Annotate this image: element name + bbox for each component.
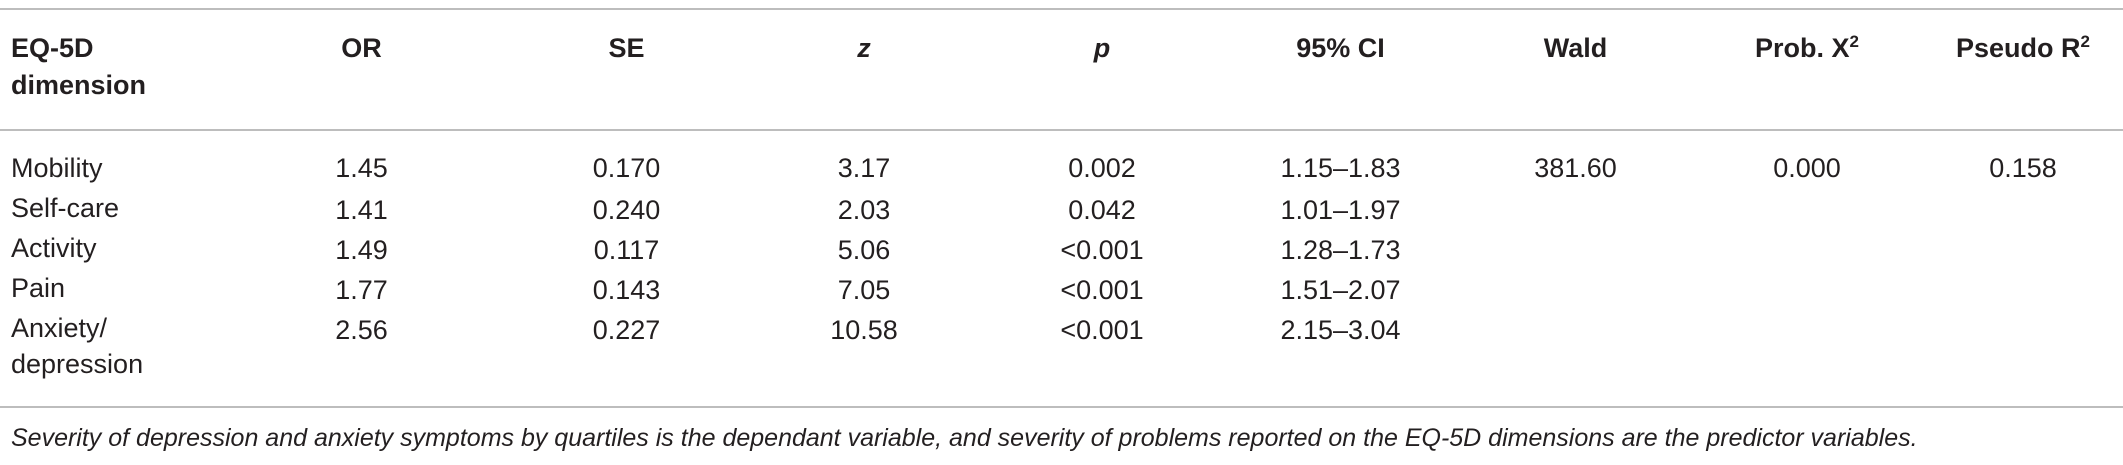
header-p: p <box>1093 33 1111 63</box>
cell-p: <0.001 <box>1060 235 1144 265</box>
cell-prob <box>1691 310 1923 382</box>
cell-ci: 1.15–1.83 <box>1280 153 1401 183</box>
cell-p: <0.001 <box>1060 275 1144 305</box>
cell-dimension: Mobility <box>11 153 103 183</box>
cell-wald <box>1460 310 1691 382</box>
cell-r2 <box>1923 190 2123 230</box>
table-body: Mobility 1.45 0.170 3.17 0.002 1.15–1.83… <box>0 129 2123 382</box>
cell-r2 <box>1923 270 2123 310</box>
cell-or: 1.77 <box>335 275 388 305</box>
cell-dimension: Anxiety/ depression <box>11 313 144 379</box>
cell-se: 0.227 <box>592 315 661 345</box>
regression-table: EQ-5D dimension OR SE z p 95% CI Wald Pr… <box>0 10 2123 382</box>
header-or: OR <box>341 33 382 63</box>
header-wald: Wald <box>1543 33 1608 63</box>
table-row: Pain 1.77 0.143 7.05 <0.001 1.51–2.07 <box>0 270 2123 310</box>
header-prob-chi2: Prob. X2 <box>1755 32 1859 63</box>
cell-ci: 1.28–1.73 <box>1280 235 1401 265</box>
cell-ci: 1.01–1.97 <box>1280 195 1401 225</box>
header-dimension: EQ-5D dimension <box>11 33 147 100</box>
cell-or: 1.41 <box>335 195 388 225</box>
cell-prob: 0.000 <box>1773 153 1841 183</box>
cell-prob <box>1691 270 1923 310</box>
cell-p: <0.001 <box>1060 315 1144 345</box>
cell-se: 0.240 <box>592 195 661 225</box>
cell-wald: 381.60 <box>1534 153 1617 183</box>
table-bottom-rule <box>0 406 2123 408</box>
table-header: EQ-5D dimension OR SE z p 95% CI Wald Pr… <box>0 10 2123 129</box>
table-row: Mobility 1.45 0.170 3.17 0.002 1.15–1.83… <box>0 129 2123 190</box>
cell-or: 2.56 <box>335 315 388 345</box>
cell-z: 10.58 <box>830 315 898 345</box>
cell-p: 0.002 <box>1068 153 1136 183</box>
cell-se: 0.170 <box>592 153 661 183</box>
cell-prob <box>1691 190 1923 230</box>
header-se: SE <box>608 33 645 63</box>
table-row: Anxiety/ depression 2.56 0.227 10.58 <0.… <box>0 310 2123 382</box>
cell-p: 0.042 <box>1068 195 1136 225</box>
cell-z: 7.05 <box>837 275 891 305</box>
cell-r2 <box>1923 310 2123 382</box>
cell-wald <box>1460 230 1691 270</box>
cell-dimension: Pain <box>11 273 66 303</box>
header-z: z <box>857 33 871 63</box>
cell-z: 2.03 <box>837 195 891 225</box>
table-top-rule <box>0 8 2123 10</box>
cell-r2 <box>1923 230 2123 270</box>
table-header-rule <box>0 129 2123 131</box>
cell-ci: 2.15–3.04 <box>1280 315 1401 345</box>
table-row: Self-care 1.41 0.240 2.03 0.042 1.01–1.9… <box>0 190 2123 230</box>
cell-se: 0.143 <box>592 275 661 305</box>
table-row: Activity 1.49 0.117 5.06 <0.001 1.28–1.7… <box>0 230 2123 270</box>
header-row: EQ-5D dimension OR SE z p 95% CI Wald Pr… <box>0 10 2123 129</box>
cell-dimension: Activity <box>11 233 97 263</box>
cell-prob <box>1691 230 1923 270</box>
cell-z: 3.17 <box>837 153 891 183</box>
table-footnote: Severity of depression and anxiety sympt… <box>11 424 1918 452</box>
cell-r2: 0.158 <box>1989 153 2057 183</box>
cell-wald <box>1460 190 1691 230</box>
header-pseudo-r2: Pseudo R2 <box>1956 32 2090 63</box>
cell-z: 5.06 <box>837 235 891 265</box>
cell-wald <box>1460 270 1691 310</box>
cell-or: 1.45 <box>335 153 388 183</box>
cell-or: 1.49 <box>335 235 388 265</box>
cell-se: 0.117 <box>593 235 660 265</box>
cell-dimension: Self-care <box>11 193 120 223</box>
cell-ci: 1.51–2.07 <box>1280 275 1401 305</box>
header-ci: 95% CI <box>1296 33 1385 63</box>
